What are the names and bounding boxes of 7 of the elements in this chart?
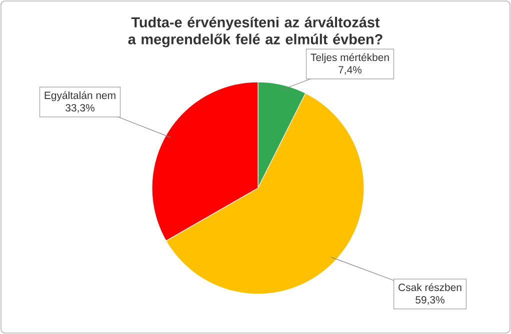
data-label: 59,3%	[416, 296, 444, 305]
slice-label: Teljes mértékben	[310, 53, 389, 64]
slice-label: Egyáltalán nem	[44, 91, 116, 102]
data-label: 7,4%	[338, 66, 362, 75]
chart-title: Tudta-e érvényesíteni az árváltozást a megrendelők felé az elmúlt évben?	[128, 16, 382, 48]
slice-label: Csak részben	[398, 283, 462, 292]
data-label: 33,3%	[66, 104, 94, 113]
